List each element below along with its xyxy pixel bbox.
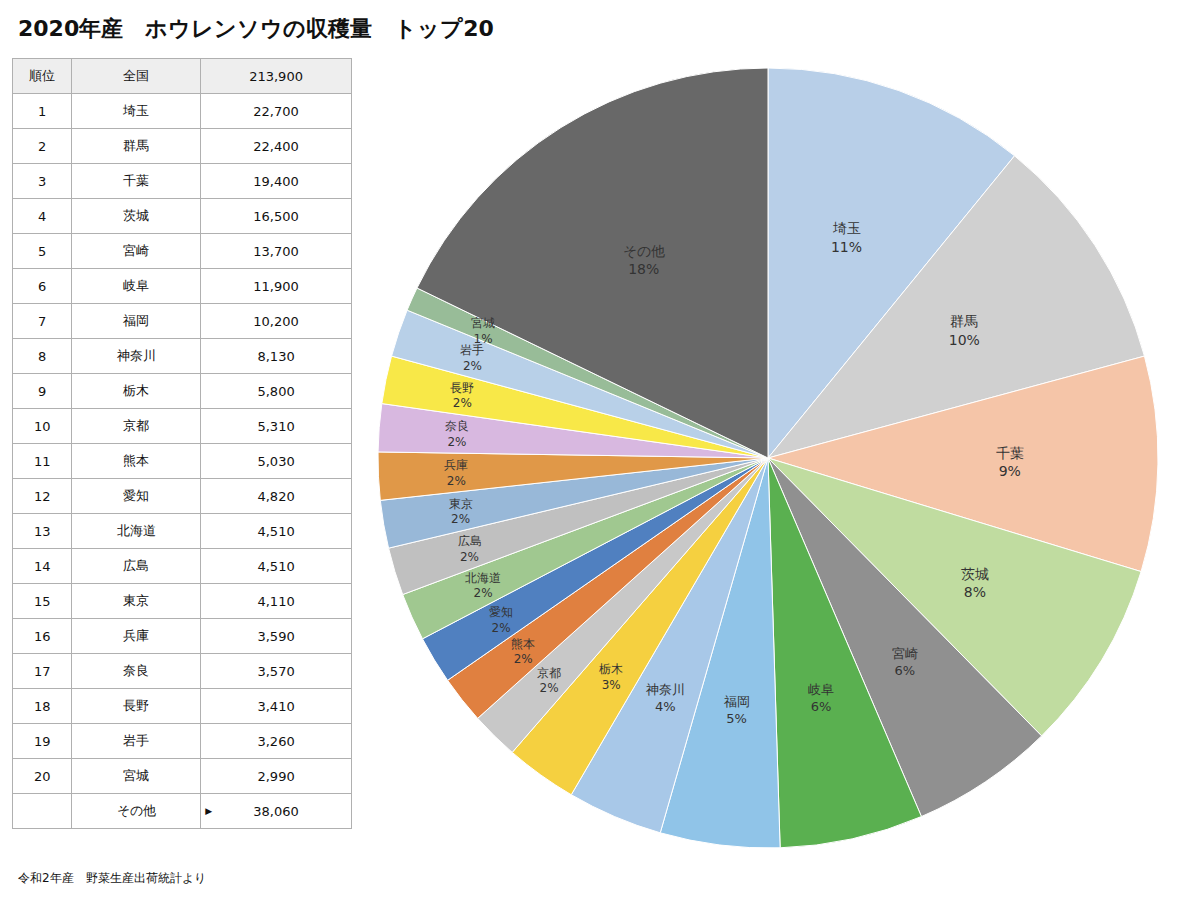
html-text:38,060: 38,060 xyxy=(253,803,299,819)
html-text:東京: 東京 xyxy=(123,593,150,608)
html-text:3: 3 xyxy=(38,173,47,189)
html-text:16: 16 xyxy=(33,628,51,644)
html-text:栃木: 栃木 xyxy=(123,383,150,398)
html-text:17: 17 xyxy=(33,663,51,679)
svg-text:広島2%: 広島2% xyxy=(458,534,482,564)
html-text:3,260: 3,260 xyxy=(257,733,295,749)
svg-text:東京2%: 東京2% xyxy=(449,497,473,527)
html-text:22,400: 22,400 xyxy=(253,138,299,154)
html-text:2,990: 2,990 xyxy=(257,768,295,784)
html-text:岩手: 岩手 xyxy=(123,733,150,748)
svg-text:北海道2%: 北海道2% xyxy=(465,571,501,601)
html-text:5,030: 5,030 xyxy=(257,453,295,469)
html-text:4,510: 4,510 xyxy=(257,558,295,574)
html-text:埼玉: 埼玉 xyxy=(123,103,150,118)
svg-text:兵庫2%: 兵庫2% xyxy=(444,458,468,488)
svg-text:宮城1%: 宮城1% xyxy=(471,316,495,346)
html-text:5,310: 5,310 xyxy=(257,418,295,434)
html-text:3,410: 3,410 xyxy=(257,698,295,714)
html-text:19: 19 xyxy=(33,733,51,749)
html-text:8: 8 xyxy=(38,348,47,364)
html-text:19,400: 19,400 xyxy=(253,173,299,189)
html-text:千葉: 千葉 xyxy=(123,173,150,188)
html-text:兵庫: 兵庫 xyxy=(123,628,150,643)
html-text:8,130: 8,130 xyxy=(257,348,295,364)
html-text:10,200: 10,200 xyxy=(253,313,299,329)
html-text:令和2年産 野菜生産出荷統計より: 令和2年産 野菜生産出荷統計より xyxy=(18,871,206,885)
svg-text:岩手2%: 岩手2% xyxy=(460,343,484,373)
svg-text:奈良2%: 奈良2% xyxy=(445,419,469,449)
html-text:群馬: 群馬 xyxy=(123,138,150,153)
svg-text:宮崎6%: 宮崎6% xyxy=(892,646,918,678)
html-text:10: 10 xyxy=(33,418,51,434)
html-text:茨城: 茨城 xyxy=(123,208,150,223)
html-text:熊本: 熊本 xyxy=(123,453,150,468)
html-text:奈良: 奈良 xyxy=(123,663,150,678)
svg-text:千葉9%: 千葉9% xyxy=(996,445,1024,479)
html-text:15: 15 xyxy=(33,593,51,609)
html-text:14: 14 xyxy=(33,558,51,574)
html-text:11: 11 xyxy=(33,453,51,469)
html-text:7: 7 xyxy=(38,313,47,329)
html-text:1: 1 xyxy=(38,103,47,119)
html-text:18: 18 xyxy=(33,698,51,714)
svg-text:岐阜6%: 岐阜6% xyxy=(808,682,834,714)
html-text:3,570: 3,570 xyxy=(257,663,295,679)
html-text:全国: 全国 xyxy=(123,68,150,83)
html-text:9: 9 xyxy=(38,383,47,399)
svg-text:長野2%: 長野2% xyxy=(450,381,474,411)
html-text:5,800: 5,800 xyxy=(257,383,295,399)
html-text:20: 20 xyxy=(33,768,51,784)
svg-text:群馬10%: 群馬10% xyxy=(949,313,980,347)
html-text:愛知: 愛知 xyxy=(123,488,150,503)
html-text:3,590: 3,590 xyxy=(257,628,295,644)
html-text:宮崎: 宮崎 xyxy=(123,243,150,258)
svg-text:栃木3%: 栃木3% xyxy=(599,662,623,692)
svg-text:京都2%: 京都2% xyxy=(537,666,561,696)
html-text:4,820: 4,820 xyxy=(257,488,295,504)
html-text:岐阜: 岐阜 xyxy=(123,278,150,293)
html-text:4: 4 xyxy=(38,208,47,224)
html-text:順位: 順位 xyxy=(29,68,56,83)
html-text:広島: 広島 xyxy=(123,558,150,573)
html-text:213,900: 213,900 xyxy=(249,68,303,84)
svg-text:その他18%: その他18% xyxy=(623,243,665,277)
html-text:22,700: 22,700 xyxy=(253,103,299,119)
svg-text:愛知2%: 愛知2% xyxy=(489,605,513,635)
html-text:その他: その他 xyxy=(116,803,156,818)
html-text:京都: 京都 xyxy=(123,418,150,433)
svg-text:埼玉11%: 埼玉11% xyxy=(831,220,862,254)
html-text:2020年産 ホウレンソウの収穫量 トップ20: 2020年産 ホウレンソウの収穫量 トップ20 xyxy=(18,16,494,41)
html-text:16,500: 16,500 xyxy=(253,208,299,224)
html-text:13,700: 13,700 xyxy=(253,243,299,259)
html-text:福岡: 福岡 xyxy=(123,313,150,328)
html-text:4,110: 4,110 xyxy=(257,593,295,609)
html-text:6: 6 xyxy=(38,278,47,294)
html-text:神奈川: 神奈川 xyxy=(116,348,156,363)
html-text:4,510: 4,510 xyxy=(257,523,295,539)
svg-text:熊本2%: 熊本2% xyxy=(511,637,535,667)
html-text:長野: 長野 xyxy=(123,698,150,713)
html-text:北海道: 北海道 xyxy=(116,523,156,538)
html-text:5: 5 xyxy=(38,243,47,259)
html-text:12: 12 xyxy=(33,488,51,504)
html-text:宮城: 宮城 xyxy=(123,768,150,783)
svg-text:茨城8%: 茨城8% xyxy=(961,566,989,600)
html-text:11,900: 11,900 xyxy=(253,278,299,294)
html-text:2: 2 xyxy=(38,138,47,154)
html-text:13: 13 xyxy=(33,523,51,539)
svg-text:福岡5%: 福岡5% xyxy=(724,694,750,726)
svg-text:神奈川4%: 神奈川4% xyxy=(646,682,685,714)
